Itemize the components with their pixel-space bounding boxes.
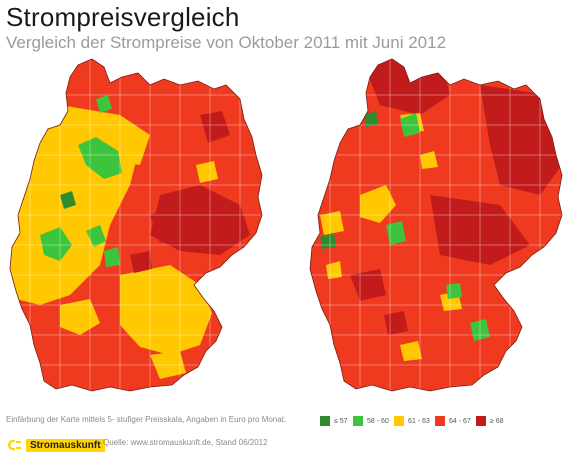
legend-label: ≥ 68: [490, 417, 504, 425]
map-juni-2012: [309, 58, 563, 392]
legend-swatch: [320, 416, 330, 426]
stromauskunft-logo[interactable]: Stromauskunft: [6, 436, 105, 454]
page-subtitle: Vergleich der Strompreise von Oktober 20…: [6, 33, 447, 52]
power-plug-icon: [8, 439, 21, 451]
legend-label: 58 - 60: [367, 417, 389, 425]
legend-label: 61 - 63: [408, 417, 430, 425]
footer: Stromauskunft Quelle: www.stromauskunft.…: [0, 432, 572, 456]
legend-item-58-60: 58 - 60: [353, 416, 389, 426]
legend-swatch: [353, 416, 363, 426]
legend-swatch: [476, 416, 486, 426]
source-text: Quelle: www.stromauskunft.de, Stand 06/2…: [103, 438, 268, 447]
legend-item-61-63: 61 - 63: [394, 416, 430, 426]
map-oktober-2011: [9, 58, 263, 392]
logo-text: Stromauskunft: [26, 438, 105, 452]
page-title: Strompreisvergleich: [6, 2, 240, 32]
legend-swatch: [394, 416, 404, 426]
legend-item-ge68: ≥ 68: [476, 416, 504, 426]
legend-swatch: [435, 416, 445, 426]
legend-item-le57: ≤ 57: [320, 416, 348, 426]
legend-description: Einfärbung der Karte mittels 5- stufiger…: [6, 415, 287, 424]
legend-item-64-67: 64 - 67: [435, 416, 471, 426]
legend-label: 64 - 67: [449, 417, 471, 425]
legend-label: ≤ 57: [334, 417, 348, 425]
